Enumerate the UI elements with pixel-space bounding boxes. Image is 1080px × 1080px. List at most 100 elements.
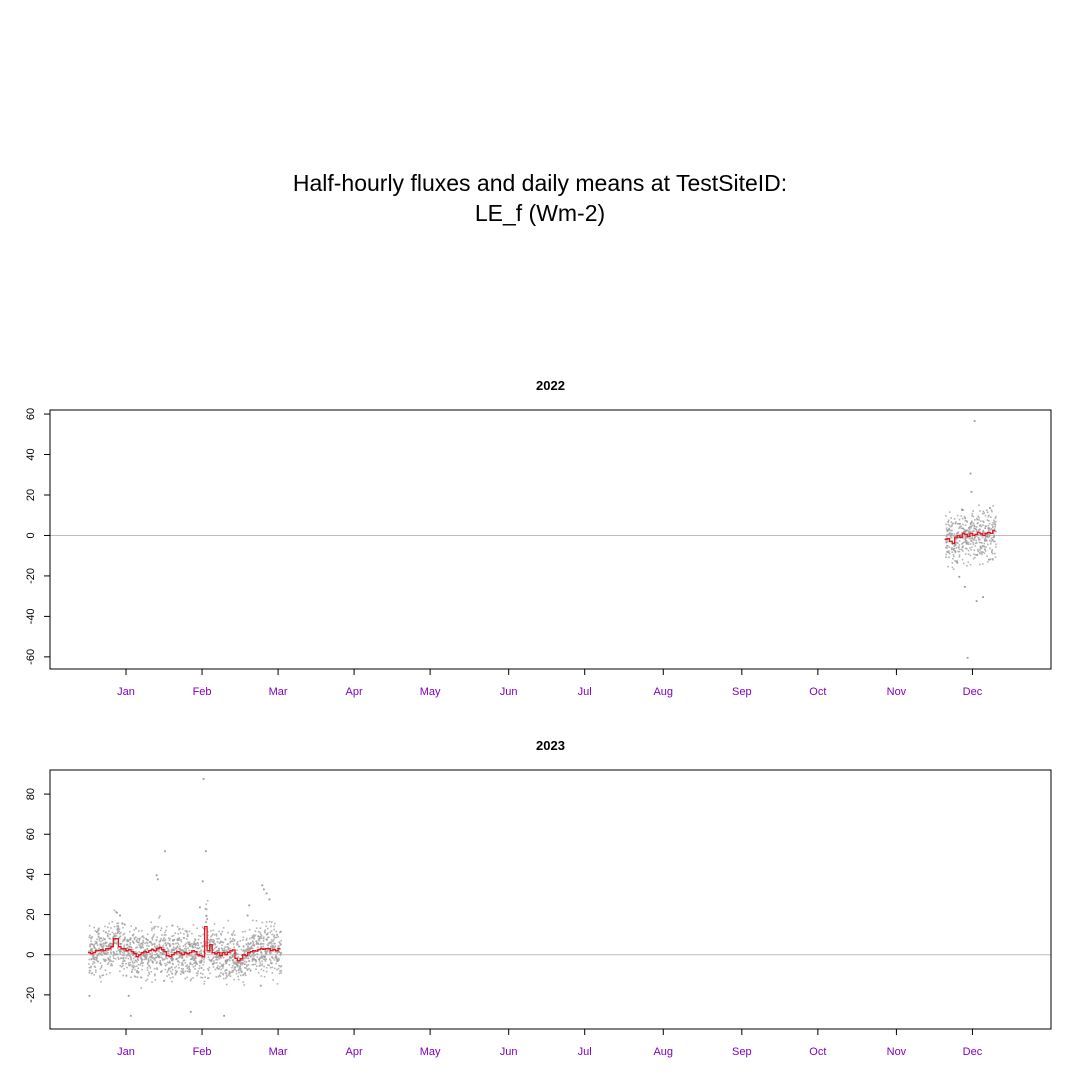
x-tick-label-aug: Aug <box>653 686 673 698</box>
data-point <box>169 970 172 973</box>
data-point <box>179 973 182 975</box>
data-point <box>107 932 109 935</box>
data-point <box>157 926 159 928</box>
data-point <box>132 957 135 960</box>
data-point <box>945 515 947 517</box>
data-point <box>213 956 215 959</box>
data-point <box>179 948 181 950</box>
data-point <box>964 530 966 533</box>
data-point <box>167 937 170 939</box>
data-point <box>948 524 951 527</box>
data-point <box>145 941 148 944</box>
data-point <box>945 546 947 549</box>
data-point <box>979 552 981 555</box>
data-point <box>105 973 108 976</box>
data-point <box>976 517 978 520</box>
data-point <box>956 562 959 564</box>
data-point <box>233 930 235 932</box>
data-point <box>257 938 260 941</box>
data-point <box>159 962 162 964</box>
data-point <box>152 936 154 938</box>
data-point <box>982 532 985 535</box>
data-point <box>982 545 985 547</box>
data-point <box>237 943 239 946</box>
data-point <box>232 932 235 934</box>
data-point <box>141 936 143 938</box>
data-point <box>988 558 990 561</box>
data-point <box>278 965 280 967</box>
data-point <box>100 953 102 955</box>
data-point <box>102 930 105 932</box>
data-point <box>186 970 189 973</box>
data-point <box>197 942 199 944</box>
data-point <box>967 533 970 536</box>
data-point <box>178 955 181 957</box>
data-point <box>171 973 173 975</box>
data-point <box>181 957 184 959</box>
data-point <box>271 945 274 947</box>
data-point <box>992 505 994 507</box>
data-point <box>132 933 135 936</box>
data-point <box>233 978 235 981</box>
data-point <box>150 942 153 944</box>
data-point <box>972 538 974 541</box>
data-point <box>982 563 984 565</box>
data-point <box>276 983 279 985</box>
data-point <box>207 977 210 979</box>
data-point <box>238 971 240 974</box>
data-point <box>228 970 231 973</box>
data-point-outlier <box>127 994 130 997</box>
data-point <box>152 962 154 964</box>
data-point <box>179 927 181 930</box>
data-point <box>201 973 204 975</box>
data-point <box>276 934 278 936</box>
data-point <box>229 957 231 959</box>
data-point <box>274 951 277 953</box>
data-point <box>107 934 109 937</box>
data-point <box>260 956 262 958</box>
data-point <box>976 553 979 556</box>
data-point <box>267 964 269 966</box>
data-point <box>275 930 278 933</box>
data-point <box>268 920 271 923</box>
data-point <box>225 977 227 980</box>
data-point <box>135 976 137 978</box>
data-point <box>94 966 97 968</box>
data-point <box>957 550 959 553</box>
data-point <box>980 542 982 544</box>
data-point <box>191 943 193 945</box>
data-point <box>195 944 197 946</box>
data-point <box>109 938 111 940</box>
data-point <box>947 523 950 526</box>
data-point <box>254 954 256 956</box>
data-point <box>228 958 230 961</box>
data-point <box>106 951 108 953</box>
data-point <box>953 549 955 552</box>
data-point <box>197 972 199 975</box>
data-point <box>954 559 956 562</box>
data-point <box>237 960 240 963</box>
data-point <box>150 921 152 924</box>
data-point <box>188 969 190 971</box>
data-point <box>100 980 102 983</box>
data-point <box>248 943 250 945</box>
data-point <box>948 511 951 513</box>
data-point <box>201 967 203 969</box>
data-point <box>183 959 185 961</box>
data-point <box>208 958 211 961</box>
data-point <box>249 948 252 950</box>
data-point <box>202 927 205 930</box>
data-point <box>242 945 245 947</box>
data-point <box>96 944 99 946</box>
data-point <box>148 945 150 947</box>
data-point <box>273 942 275 945</box>
data-point <box>216 950 219 952</box>
data-point <box>989 543 992 545</box>
data-point <box>218 974 221 977</box>
data-point <box>142 935 144 937</box>
data-point <box>986 509 988 511</box>
data-point <box>109 933 111 936</box>
x-tick-label-jun: Jun <box>500 1046 518 1058</box>
data-point <box>971 536 973 539</box>
data-point <box>187 947 189 949</box>
